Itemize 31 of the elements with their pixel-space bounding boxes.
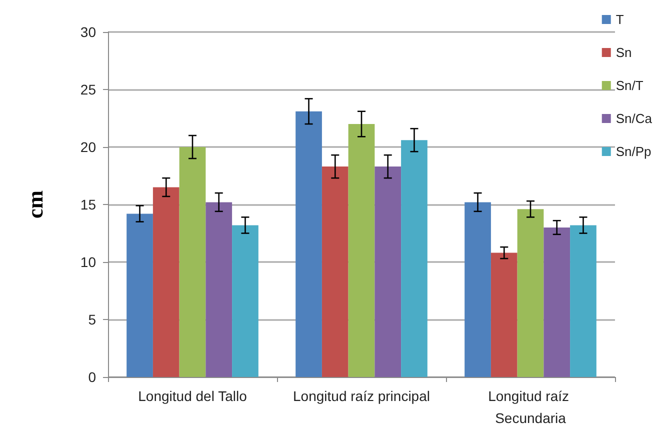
bar — [464, 202, 491, 377]
x-tick-label: Longitud del Tallo — [138, 388, 248, 404]
bar — [232, 225, 258, 377]
legend-label: Sn/Ca — [616, 111, 653, 126]
x-tick-label: Longitud raíz Secundaria — [488, 388, 573, 426]
legend-label: Sn — [616, 45, 632, 60]
legend-label: Sn/T — [616, 78, 644, 93]
y-axis-title: cm — [22, 190, 48, 219]
bar — [348, 124, 375, 377]
bar — [152, 187, 180, 377]
y-tick-label: 20 — [80, 139, 96, 155]
y-tick-label: 30 — [80, 24, 96, 40]
bar — [126, 214, 153, 377]
bar — [517, 209, 544, 377]
legend-label: Sn/Pp — [616, 144, 652, 159]
bar — [179, 147, 206, 377]
y-tick-label: 5 — [88, 312, 96, 328]
y-tick-label: 15 — [80, 196, 96, 212]
y-tick-label: 10 — [80, 254, 96, 270]
y-tick-label: 0 — [88, 369, 96, 385]
bar — [401, 140, 428, 377]
bar — [322, 166, 348, 377]
bar — [374, 166, 402, 377]
bar — [544, 228, 570, 377]
x-tick-label: Longitud raíz principal — [293, 388, 430, 404]
y-tick-label: 25 — [80, 82, 96, 98]
bar — [206, 202, 232, 377]
bar — [490, 252, 518, 377]
bar — [570, 225, 596, 377]
bar — [296, 111, 322, 377]
legend-label: T — [616, 12, 624, 27]
